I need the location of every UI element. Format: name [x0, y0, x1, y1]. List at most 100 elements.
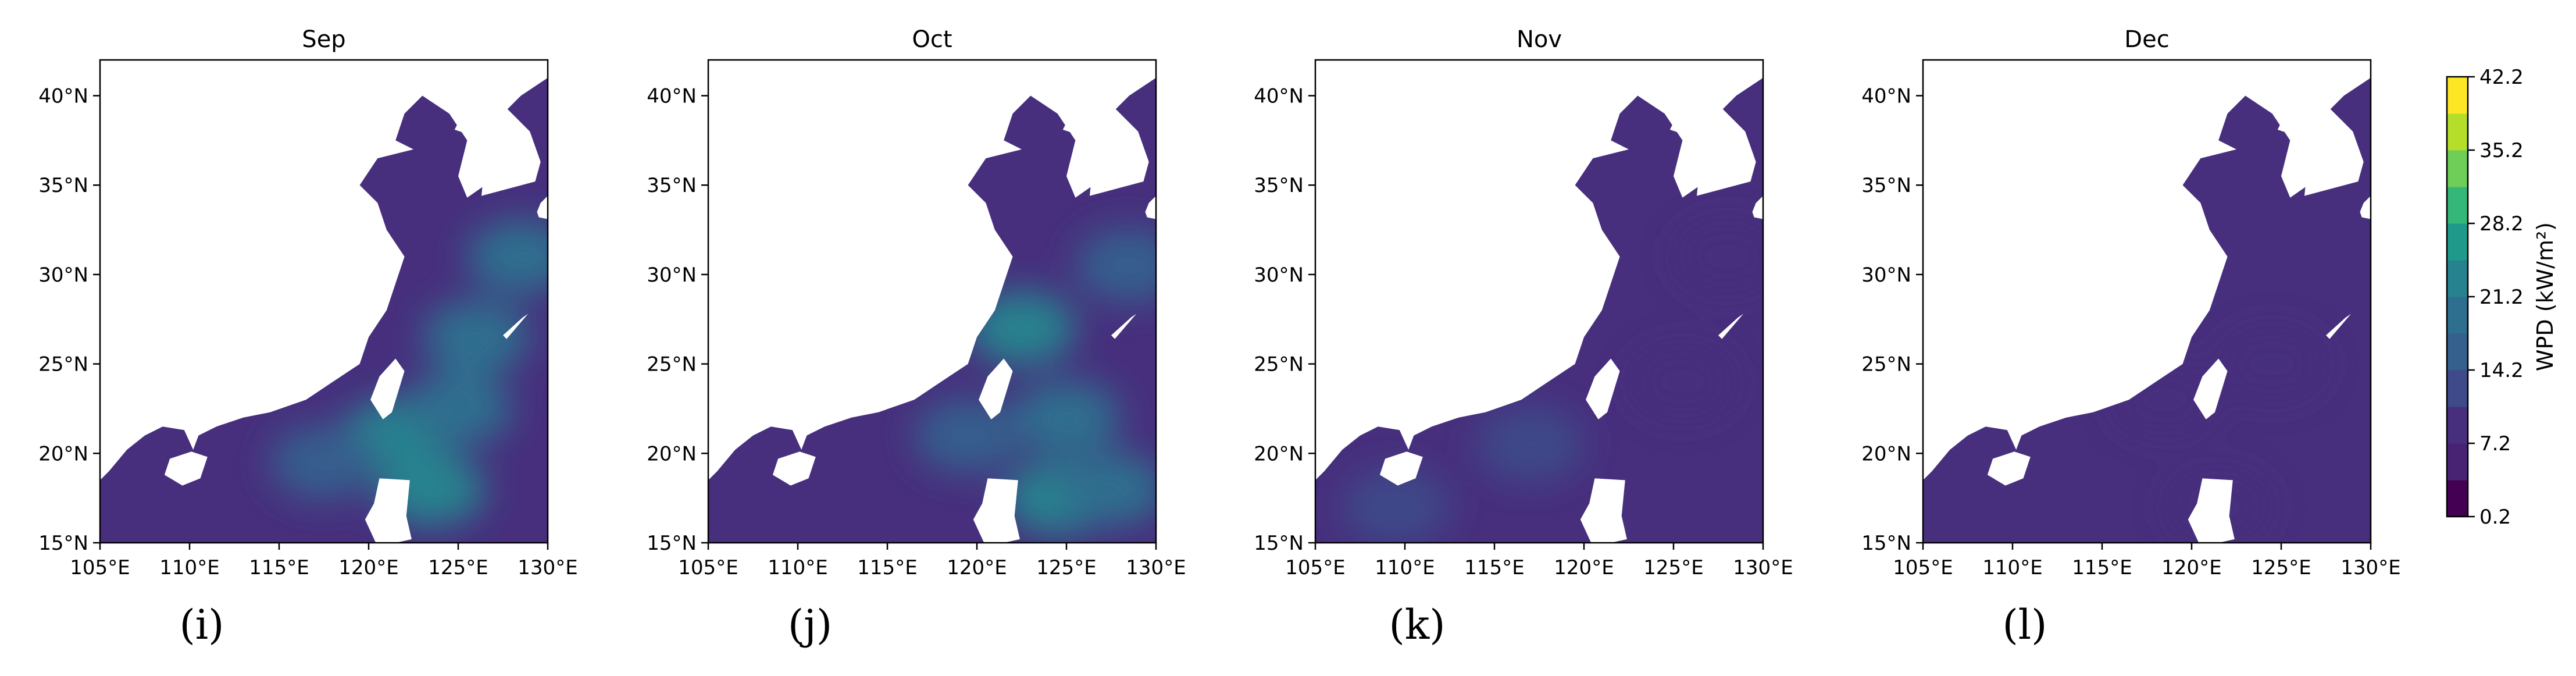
x-tick-label: 115°E	[857, 556, 917, 579]
panel-4: Dec 105°E 110°E 115°E 120°E 125°E 130°E 15°N 20°…	[1861, 26, 2400, 649]
wpd-hotspot	[914, 398, 1022, 473]
land-mask	[772, 451, 816, 486]
x-tick-label: 115°E	[2072, 556, 2132, 579]
colorbar-cell	[2447, 480, 2468, 517]
y-tick-label: 40°N	[1254, 84, 1304, 108]
x-tick-label: 125°E	[1643, 556, 1703, 579]
x-tick-label: 125°E	[1036, 556, 1096, 579]
panel-title: Nov	[1517, 26, 1562, 53]
y-tick-label: 25°N	[1861, 353, 1911, 376]
land-mask	[537, 195, 548, 219]
x-tick-label: 110°E	[1375, 556, 1435, 579]
y-tick-label: 25°N	[1254, 353, 1304, 376]
wpd-hotspot	[2218, 326, 2326, 401]
y-tick-label: 15°N	[1254, 532, 1304, 555]
y-tick-label: 20°N	[1254, 442, 1304, 465]
x-tick-label: 115°E	[1464, 556, 1524, 579]
wpd-hotspot	[1629, 344, 1736, 419]
colorbar-tick-label: 42.2	[2479, 66, 2524, 89]
colorbar-cell	[2447, 223, 2468, 261]
x-tick-label: 105°E	[1893, 556, 1953, 579]
wpd-hotspot	[1058, 451, 1156, 526]
land-mask	[2360, 195, 2371, 219]
y-tick-label: 15°N	[38, 532, 88, 555]
colorbar-tick-label: 35.2	[2479, 139, 2524, 162]
x-tick-label: 120°E	[2161, 556, 2221, 579]
panel-3: Nov 105°E 110°E 115°E 120°E 125°E 130°E 15°N 20°…	[1254, 26, 1793, 649]
land-mask	[1580, 478, 1627, 543]
land-mask	[1718, 314, 1744, 339]
x-tick-label: 120°E	[947, 556, 1007, 579]
y-tick-label: 35°N	[647, 174, 697, 197]
panel-title: Dec	[2124, 26, 2169, 53]
land-mask	[365, 478, 412, 543]
colorbar-cell	[2447, 297, 2468, 334]
y-tick-label: 20°N	[647, 442, 697, 465]
land-mask	[1379, 451, 1423, 486]
colorbar-cell	[2447, 187, 2468, 224]
wpd-hotspot	[1342, 469, 1450, 543]
land-mask	[1987, 451, 2031, 486]
y-tick-label: 35°N	[1861, 174, 1911, 197]
panel-1: Sep 105°E 110°E 115°E 120°E 125°E 130°E 15°N 20°…	[38, 26, 577, 649]
x-tick-label: 130°E	[1733, 556, 1793, 579]
y-tick-label: 20°N	[38, 442, 88, 465]
x-tick-label: 125°E	[2251, 556, 2311, 579]
y-tick-label: 40°N	[38, 84, 88, 108]
land-mask	[2277, 102, 2364, 196]
land-mask	[1145, 195, 1156, 219]
land-mask	[164, 451, 208, 486]
y-tick-label: 30°N	[1861, 264, 1911, 287]
y-tick-label: 15°N	[647, 532, 697, 555]
land-mask	[454, 102, 541, 196]
wpd-hotspot	[1476, 407, 1584, 482]
wpd-hotspot	[270, 425, 377, 500]
x-tick-label: 130°E	[2340, 556, 2400, 579]
wpd-hotspot	[1013, 380, 1120, 455]
colorbar-label: WPD (kW/m²)	[2532, 222, 2558, 371]
x-tick-label: 110°E	[1982, 556, 2042, 579]
x-tick-label: 105°E	[70, 556, 130, 579]
panel-label: (j)	[788, 601, 832, 649]
colorbar-cell	[2447, 77, 2468, 114]
land-mask	[2188, 478, 2235, 543]
plot-frame	[99, 59, 549, 544]
colorbar-tick-label: 7.2	[2479, 432, 2511, 456]
y-tick-label: 20°N	[1861, 442, 1911, 465]
colorbar-tick-label: 0.2	[2479, 506, 2511, 529]
y-tick-label: 40°N	[1861, 84, 1911, 108]
wpd-hotspot	[1674, 219, 1763, 294]
x-tick-label: 110°E	[159, 556, 219, 579]
x-tick-label: 105°E	[1285, 556, 1345, 579]
x-tick-label: 130°E	[1126, 556, 1186, 579]
land-mask	[1062, 102, 1149, 196]
panel-label: (k)	[1389, 601, 1445, 649]
x-tick-label: 120°E	[1554, 556, 1614, 579]
colorbar-cell	[2447, 150, 2468, 187]
land-mask	[973, 478, 1020, 543]
y-tick-label: 35°N	[38, 174, 88, 197]
plot-frame	[707, 59, 1157, 544]
plot-frame	[1922, 59, 2372, 544]
y-tick-label: 25°N	[38, 353, 88, 376]
wpd-hotspot	[1075, 228, 1156, 303]
plot-frame	[1314, 59, 1764, 544]
colorbar-cell	[2447, 333, 2468, 371]
x-tick-label: 110°E	[768, 556, 827, 579]
wpd-hotspot	[422, 300, 530, 375]
colorbar-cell	[2447, 260, 2468, 297]
colorbar-tick-label: 14.2	[2479, 359, 2524, 382]
colorbar-tick-label: 21.2	[2479, 286, 2524, 309]
panel-title: Sep	[302, 26, 345, 53]
land-mask	[2193, 358, 2228, 419]
y-tick-label: 30°N	[1254, 264, 1304, 287]
colorbar-cell	[2447, 407, 2468, 444]
land-mask	[100, 60, 548, 481]
colorbar: 0.2 7.2 14.2 21.2 28.2 35.2 42.2 WPD (kW/m²)	[2446, 66, 2558, 529]
wpd-hotspot	[405, 371, 512, 446]
panel-label: (l)	[2002, 601, 2047, 649]
y-tick-label: 35°N	[1254, 174, 1304, 197]
colorbar-cell	[2447, 443, 2468, 481]
land-mask	[1111, 314, 1137, 339]
